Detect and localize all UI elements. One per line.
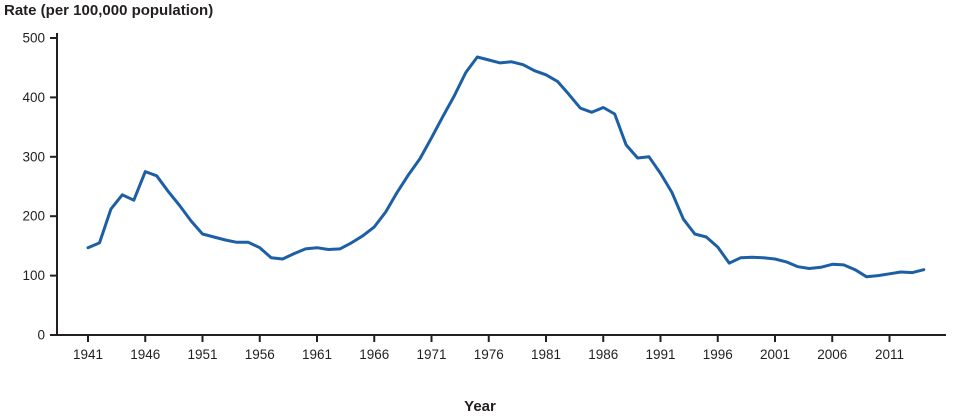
chart-title: Rate (per 100,000 population) (4, 2, 214, 19)
x-tick-label: 1951 (187, 347, 217, 362)
x-tick-label: 2011 (875, 347, 904, 362)
x-tick-label: 1991 (645, 347, 675, 362)
x-tick-label: 1941 (73, 347, 103, 362)
x-tick-label: 1986 (588, 347, 618, 362)
y-tick-label: 400 (22, 90, 45, 105)
y-tick-label: 0 (37, 328, 45, 343)
x-tick-label: 1976 (474, 347, 504, 362)
x-tick-label: 1961 (302, 347, 332, 362)
x-tick-label: 1981 (531, 347, 561, 362)
x-tick-label: 2006 (817, 347, 847, 362)
x-tick-label: 1956 (245, 347, 275, 362)
x-tick-label: 1971 (416, 347, 446, 362)
x-axis-title: Year (464, 398, 496, 415)
y-tick-label: 200 (22, 209, 45, 224)
y-tick-label: 500 (22, 31, 45, 46)
y-tick-label: 100 (22, 268, 45, 283)
x-tick-label: 2001 (760, 347, 790, 362)
x-tick-label: 1996 (703, 347, 733, 362)
x-tick-label: 1946 (130, 347, 160, 362)
y-tick-label: 300 (22, 149, 45, 164)
data-line-rate (86, 55, 926, 279)
x-tick-label: 1966 (359, 347, 389, 362)
